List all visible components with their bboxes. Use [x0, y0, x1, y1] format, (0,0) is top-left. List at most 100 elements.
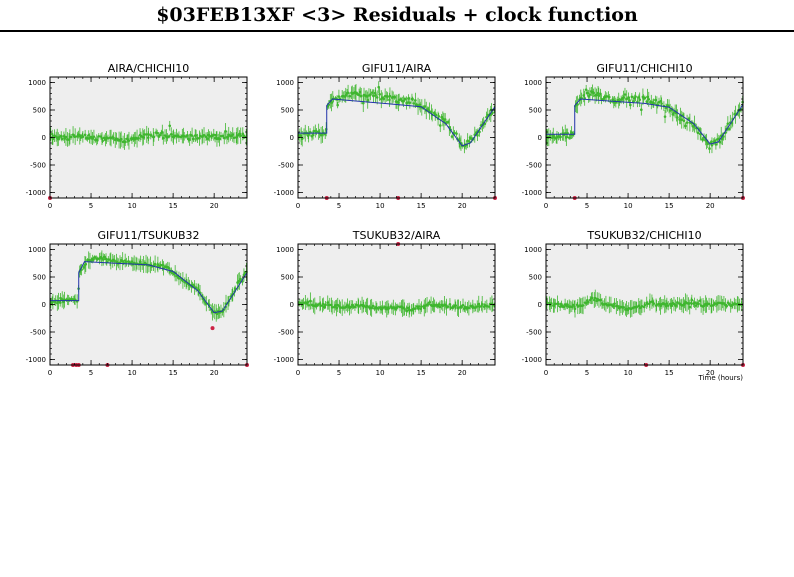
residual-point [557, 302, 560, 306]
y-tick-label: 1000 [524, 79, 542, 87]
residual-point [418, 103, 422, 106]
residual-point [370, 306, 373, 310]
x-tick-label: 10 [128, 202, 137, 210]
residual-point [437, 115, 440, 118]
residual-point [370, 91, 374, 94]
residual-point [411, 97, 414, 101]
residual-point [414, 99, 417, 102]
residual-point [612, 304, 615, 308]
x-tick-label: 20 [706, 369, 715, 377]
residual-point [362, 304, 366, 307]
residual-point [97, 134, 101, 138]
y-tick-label: 500 [529, 107, 542, 115]
residual-point [475, 305, 479, 308]
residual-point [194, 286, 198, 289]
y-tick-label: 500 [281, 107, 294, 115]
residual-point [573, 307, 577, 311]
plot-area [546, 77, 743, 198]
residual-point [726, 122, 730, 125]
x-tick-label: 15 [417, 369, 426, 377]
plot-area [50, 244, 247, 365]
residual-point [84, 262, 88, 266]
y-tick-label: 1000 [276, 246, 294, 254]
residual-point [652, 302, 656, 305]
residual-point [676, 301, 679, 304]
residual-point [300, 137, 304, 141]
residual-point [127, 139, 131, 142]
residual-point [487, 305, 491, 308]
residual-point [358, 90, 362, 94]
residual-point [147, 133, 150, 136]
residual-point [372, 94, 375, 98]
chart-panel: TSUKUB32/CHICHI10 0 5 10 15 20 -1000 -500 0 500 10… [522, 229, 745, 382]
residual-point [694, 304, 698, 307]
y-tick-label: 0 [538, 301, 542, 309]
residual-point [101, 258, 105, 261]
residual-point [238, 279, 241, 283]
residual-point [586, 300, 590, 304]
residual-point [109, 259, 113, 263]
residual-point [672, 302, 676, 306]
residual-point [611, 98, 614, 101]
residual-point [156, 263, 160, 266]
residual-point [553, 302, 557, 306]
residual-point [239, 277, 242, 281]
residual-point [635, 305, 638, 309]
clock-function-line [298, 98, 496, 147]
residual-point [576, 103, 579, 106]
x-tick-label: 10 [624, 202, 633, 210]
residual-point [51, 137, 55, 141]
residual-point [375, 96, 379, 99]
y-tick-label: -500 [278, 162, 294, 170]
x-tick-label: 0 [544, 369, 548, 377]
residual-point [335, 306, 338, 310]
x-tick-label: 5 [337, 369, 341, 377]
residual-point [382, 97, 386, 101]
residual-point [664, 106, 668, 110]
x-axis-label: Time (hours) [698, 374, 744, 382]
residual-point [190, 134, 194, 137]
residual-point [652, 101, 655, 105]
residual-point [546, 301, 549, 305]
residual-point [307, 303, 311, 307]
residual-point [119, 137, 123, 141]
residual-point [60, 137, 64, 141]
residual-point [634, 95, 637, 98]
x-tick-label: 0 [48, 369, 52, 377]
residual-point [584, 88, 588, 91]
residual-point [399, 97, 403, 101]
title-divider [0, 30, 794, 32]
y-tick-label: 0 [42, 301, 46, 309]
residual-point [101, 139, 104, 143]
residual-point [665, 302, 669, 305]
y-tick-label: -500 [30, 329, 46, 337]
residual-point [219, 134, 223, 138]
residual-point [443, 118, 447, 121]
residual-point [143, 133, 146, 136]
residual-point [222, 136, 226, 140]
residual-point [306, 300, 310, 304]
residual-point [671, 113, 675, 116]
y-tick-label: 1000 [28, 79, 46, 87]
residual-point [93, 255, 97, 259]
residual-point [403, 97, 407, 101]
residual-point [714, 143, 718, 146]
x-tick-label: 0 [544, 202, 548, 210]
residual-point [682, 119, 686, 123]
residual-point [630, 95, 634, 99]
residual-point [232, 136, 236, 140]
x-tick-label: 5 [89, 202, 93, 210]
residual-point [674, 304, 678, 307]
residual-point [162, 136, 165, 140]
residual-point [622, 306, 626, 309]
residual-point [386, 95, 389, 98]
residual-point [349, 305, 353, 309]
residual-point [597, 94, 601, 98]
residual-point [112, 136, 115, 140]
residual-point [388, 94, 392, 98]
chart-title: GIFU11/AIRA [362, 62, 432, 75]
residual-point [371, 304, 375, 308]
residual-point [81, 135, 85, 139]
x-tick-label: 10 [376, 202, 385, 210]
